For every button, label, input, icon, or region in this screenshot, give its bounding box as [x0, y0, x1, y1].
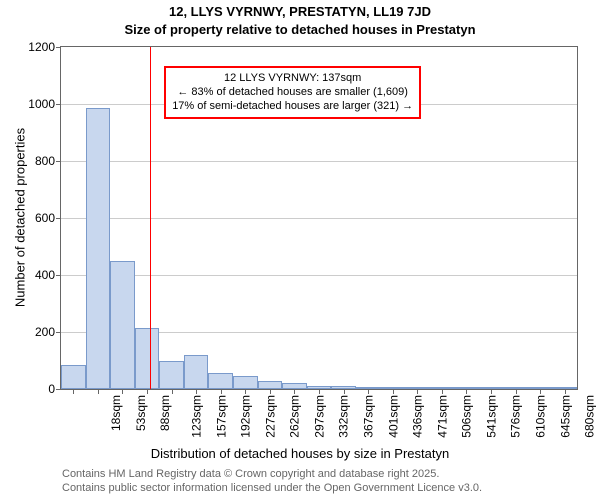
footer-line-1: Contains HM Land Registry data © Crown c… [62, 468, 439, 480]
histogram-bar [208, 373, 233, 389]
x-tick-label: 576sqm [509, 395, 523, 438]
x-tick-mark [172, 389, 173, 394]
x-tick-mark [73, 389, 74, 394]
y-tick-label: 1200 [28, 40, 55, 54]
x-tick-label: 436sqm [411, 395, 425, 438]
x-tick-label: 645sqm [558, 395, 572, 438]
y-tick-mark [56, 389, 61, 390]
x-tick-label: 680sqm [583, 395, 597, 438]
y-axis-label: Number of detached properties [13, 118, 28, 318]
y-tick-mark [56, 332, 61, 333]
x-tick-mark [393, 389, 394, 394]
y-tick-label: 0 [48, 382, 55, 396]
histogram-bar [110, 261, 135, 389]
histogram-bar [61, 365, 86, 389]
x-tick-mark [270, 389, 271, 394]
x-tick-label: 610sqm [534, 395, 548, 438]
x-tick-mark [147, 389, 148, 394]
x-tick-mark [466, 389, 467, 394]
histogram-bar [184, 355, 209, 389]
chart-container: 12, LLYS VYRNWY, PRESTATYN, LL19 7JD Siz… [0, 0, 600, 500]
x-tick-mark [565, 389, 566, 394]
x-tick-mark [491, 389, 492, 394]
x-tick-mark [319, 389, 320, 394]
grid-line [61, 161, 577, 162]
annotation-line: 17% of semi-detached houses are larger (… [172, 99, 413, 113]
y-tick-label: 400 [35, 268, 55, 282]
y-tick-label: 800 [35, 154, 55, 168]
x-tick-label: 123sqm [190, 395, 204, 438]
y-tick-mark [56, 275, 61, 276]
footer-line-2: Contains public sector information licen… [62, 482, 482, 494]
x-tick-mark [516, 389, 517, 394]
histogram-bar [135, 328, 160, 389]
chart-title: 12, LLYS VYRNWY, PRESTATYN, LL19 7JD [0, 4, 600, 19]
x-tick-label: 471sqm [435, 395, 449, 438]
annotation-line: ← 83% of detached houses are smaller (1,… [172, 85, 413, 99]
x-tick-label: 157sqm [214, 395, 228, 438]
x-axis-label: Distribution of detached houses by size … [0, 446, 600, 461]
x-tick-mark [245, 389, 246, 394]
grid-line [61, 218, 577, 219]
x-tick-mark [221, 389, 222, 394]
x-tick-mark [344, 389, 345, 394]
x-tick-label: 506sqm [460, 395, 474, 438]
x-tick-mark [417, 389, 418, 394]
x-tick-label: 88sqm [158, 395, 172, 431]
histogram-bar [86, 108, 111, 389]
x-tick-label: 262sqm [288, 395, 302, 438]
plot-area: 02004006008001000120018sqm53sqm88sqm123s… [60, 46, 578, 390]
annotation-box: 12 LLYS VYRNWY: 137sqm← 83% of detached … [164, 66, 421, 119]
x-tick-mark [122, 389, 123, 394]
y-tick-mark [56, 218, 61, 219]
y-tick-mark [56, 161, 61, 162]
x-tick-mark [294, 389, 295, 394]
x-tick-mark [98, 389, 99, 394]
y-tick-mark [56, 47, 61, 48]
x-tick-label: 541sqm [485, 395, 499, 438]
x-tick-label: 332sqm [337, 395, 351, 438]
grid-line [61, 275, 577, 276]
x-tick-label: 53sqm [134, 395, 148, 431]
x-tick-label: 297sqm [313, 395, 327, 438]
x-tick-mark [196, 389, 197, 394]
x-tick-label: 18sqm [109, 395, 123, 431]
x-tick-label: 192sqm [239, 395, 253, 438]
x-tick-label: 367sqm [362, 395, 376, 438]
reference-line [150, 47, 151, 389]
x-tick-mark [540, 389, 541, 394]
y-tick-mark [56, 104, 61, 105]
y-tick-label: 1000 [28, 97, 55, 111]
x-tick-mark [368, 389, 369, 394]
x-tick-mark [442, 389, 443, 394]
histogram-bar [233, 376, 258, 389]
histogram-bar [258, 381, 283, 389]
x-tick-label: 227sqm [263, 395, 277, 438]
y-tick-label: 600 [35, 211, 55, 225]
chart-subtitle: Size of property relative to detached ho… [0, 22, 600, 37]
histogram-bar [159, 361, 184, 390]
x-tick-label: 401sqm [386, 395, 400, 438]
y-tick-label: 200 [35, 325, 55, 339]
annotation-line: 12 LLYS VYRNWY: 137sqm [172, 71, 413, 85]
